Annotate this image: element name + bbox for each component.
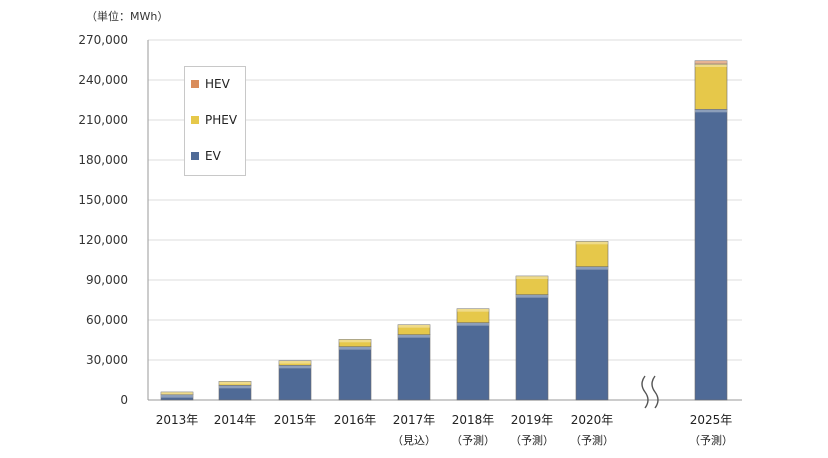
y-tick-label: 270,000 (78, 33, 128, 47)
x-tick-sublabel: （予測） (570, 433, 614, 447)
bar-phev (338, 339, 372, 347)
unit-label: （単位：MWh） (86, 10, 169, 23)
x-tick-label: 2013年 (156, 413, 199, 427)
bar-highlight-ev (576, 266, 608, 270)
y-tick-label: 120,000 (78, 233, 128, 247)
x-tick-label: 2014年 (214, 413, 257, 427)
bar-highlight-ev (219, 385, 251, 389)
bar-ev (397, 334, 431, 401)
bar-highlight-phev (516, 276, 548, 279)
y-tick-label: 150,000 (78, 193, 128, 207)
y-tick-label: 0 (120, 393, 128, 407)
bar-highlight-ev (516, 294, 548, 298)
legend-swatch-hev (191, 80, 199, 88)
bar-hev (694, 60, 728, 65)
x-tick-sublabel: （予測） (510, 433, 554, 447)
bar-highlight-phev (339, 339, 371, 343)
legend-swatch-phev (191, 116, 199, 124)
legend-item-phev: PHEV (191, 113, 237, 127)
bar-ev (338, 346, 372, 401)
legend-swatch-ev (191, 152, 199, 160)
bar-highlight-ev (398, 334, 430, 338)
bar-highlight-ev (161, 394, 193, 398)
x-tick-sublabel: （予測） (451, 433, 495, 447)
axis-break-mark (641, 375, 649, 409)
bar-phev (397, 324, 431, 335)
x-tick-sublabel: （見込） (392, 434, 436, 447)
bar-ev (456, 322, 490, 401)
legend: HEV PHEV EV (184, 66, 246, 176)
bar-ev (694, 109, 728, 401)
legend-item-ev: EV (191, 149, 221, 163)
bar-ev (515, 294, 549, 401)
axis-break-mark (651, 375, 659, 409)
y-tick-label: 210,000 (78, 113, 128, 127)
bar-phev (575, 241, 609, 267)
legend-label-hev: HEV (205, 77, 230, 91)
legend-label-phev: PHEV (205, 113, 238, 127)
bar-phev (456, 308, 490, 323)
bar-highlight-hev (695, 60, 727, 64)
y-tick-label: 30,000 (86, 353, 128, 367)
bar-highlight-phev (695, 64, 727, 67)
bar-highlight-ev (695, 109, 727, 113)
x-tick-label: 2017年 (393, 413, 436, 427)
legend-label-ev: EV (205, 149, 221, 163)
x-tick-sublabel: （予測） (689, 433, 733, 447)
y-tick-label: 60,000 (86, 313, 128, 327)
x-tick-label: 2025年 (690, 413, 733, 427)
x-tick-label: 2018年 (452, 413, 495, 427)
bar-highlight-ev (457, 322, 489, 326)
x-tick-label: 2016年 (334, 413, 377, 427)
bar-highlight-phev (161, 392, 193, 395)
y-tick-label: 90,000 (86, 273, 128, 287)
bar-highlight-phev (398, 324, 430, 328)
bar-phev (160, 391, 194, 395)
x-tick-label: 2019年 (511, 413, 554, 427)
bar-highlight-phev (219, 381, 251, 385)
bar-phev (218, 381, 252, 386)
bar-phev (278, 360, 312, 366)
bar-ev (278, 365, 312, 401)
y-tick-label: 240,000 (78, 73, 128, 87)
bar-highlight-ev (339, 346, 371, 350)
bar-phev (515, 275, 549, 295)
legend-item-hev: HEV (191, 77, 230, 91)
x-tick-label: 2015年 (274, 413, 317, 427)
x-tick-label: 2020年 (571, 413, 614, 427)
bar-highlight-phev (576, 241, 608, 245)
bar-ev (575, 266, 609, 401)
bar-phev (694, 63, 728, 110)
bar-highlight-ev (279, 365, 311, 369)
bar-highlight-phev (279, 360, 311, 364)
y-tick-label: 180,000 (78, 153, 128, 167)
bar-highlight-phev (457, 308, 489, 312)
